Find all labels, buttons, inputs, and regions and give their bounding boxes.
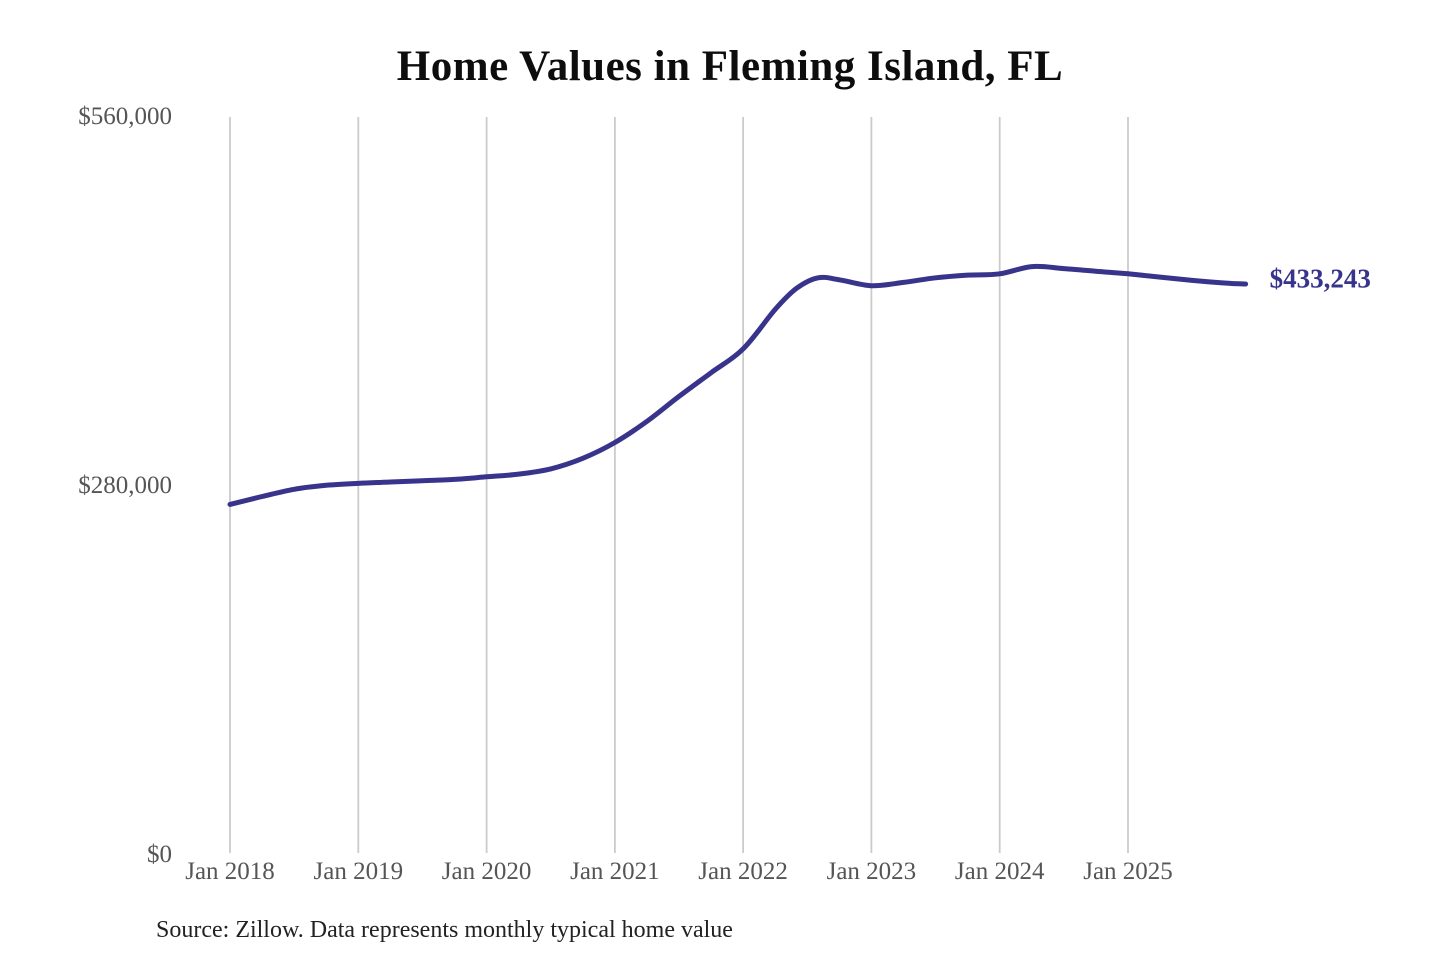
x-tick-label: Jan 2023 xyxy=(826,858,917,885)
x-tick-label: Jan 2024 xyxy=(954,858,1045,885)
chart-title: Home Values in Fleming Island, FL xyxy=(396,43,1064,90)
y-tick-label: $280,000 xyxy=(78,472,172,499)
x-tick-label: Jan 2025 xyxy=(1083,858,1173,885)
value-line xyxy=(227,263,1249,507)
x-tick-label: Jan 2021 xyxy=(570,858,660,885)
x-tick-label: Jan 2019 xyxy=(313,858,404,885)
x-tick-label: Jan 2018 xyxy=(185,858,275,885)
source-note: Source: Zillow. Data represents monthly … xyxy=(156,917,733,943)
latest-value-label: $433,243 xyxy=(1269,263,1371,294)
y-tick-label: $0 xyxy=(147,841,172,868)
x-tick-label: Jan 2020 xyxy=(441,858,532,885)
x-tick-label: Jan 2022 xyxy=(698,858,788,885)
y-tick-label: $560,000 xyxy=(78,103,172,130)
